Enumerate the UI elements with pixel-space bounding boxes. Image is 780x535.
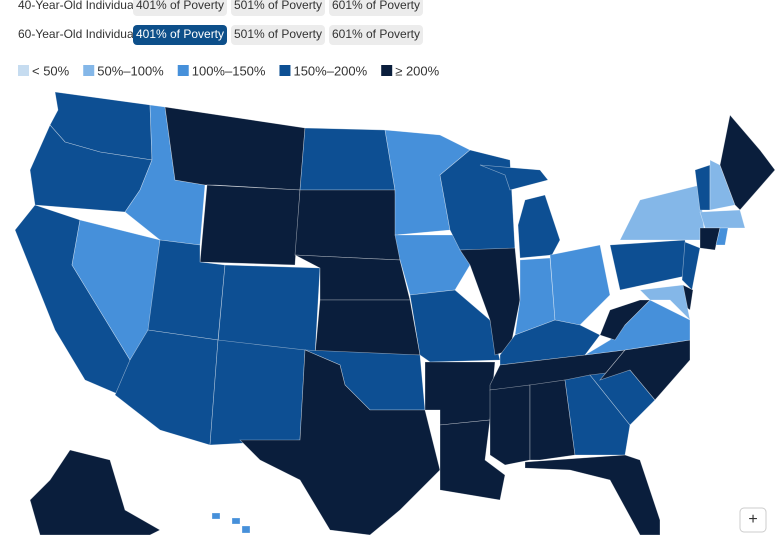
- state[interactable]: [524, 454, 661, 535]
- legend-swatch: [381, 65, 393, 76]
- legend-swatch: [177, 65, 189, 76]
- legend-swatch: [279, 65, 291, 76]
- state[interactable]: [199, 184, 301, 266]
- state[interactable]: [294, 189, 401, 261]
- option-button[interactable]: [329, 25, 423, 45]
- state[interactable]: [699, 209, 746, 229]
- option-button[interactable]: [231, 25, 325, 45]
- state[interactable]: [609, 239, 691, 291]
- state[interactable]: [699, 227, 721, 251]
- state[interactable]: [209, 339, 306, 446]
- option-label[interactable]: 401% of Poverty: [136, 0, 224, 12]
- state[interactable]: [299, 127, 396, 191]
- legend-swatch: [83, 65, 95, 76]
- legend-label: ≥ 200%: [395, 63, 439, 78]
- legend-label: 150%–200%: [293, 63, 367, 78]
- state[interactable]: [439, 419, 506, 501]
- map: [14, 91, 776, 535]
- zoom-button[interactable]: [739, 507, 767, 533]
- state[interactable]: [239, 349, 441, 535]
- state[interactable]: [314, 299, 421, 356]
- state[interactable]: [564, 374, 631, 456]
- control-label: 60-Year-Old Individual:: [18, 27, 140, 41]
- legend-label: < 50%: [32, 63, 70, 78]
- option-button[interactable]: [329, 0, 423, 16]
- option-label[interactable]: 601% of Poverty: [332, 0, 420, 12]
- state[interactable]: [164, 106, 306, 191]
- state[interactable]: [619, 184, 706, 241]
- option-button[interactable]: [133, 25, 227, 45]
- state[interactable]: [529, 379, 576, 461]
- control-label: 40-Year-Old Individual:: [18, 0, 140, 12]
- state[interactable]: [29, 449, 161, 535]
- option-label[interactable]: 501% of Poverty: [234, 27, 322, 41]
- option-label[interactable]: 501% of Poverty: [234, 0, 322, 12]
- state[interactable]: [719, 114, 776, 211]
- option-button[interactable]: [231, 0, 325, 16]
- legend-label: 50%–100%: [97, 63, 164, 78]
- option-button[interactable]: [133, 0, 227, 16]
- state[interactable]: [489, 384, 531, 466]
- option-label[interactable]: 401% of Poverty: [136, 27, 224, 41]
- state[interactable]: [549, 244, 611, 326]
- option-label[interactable]: 601% of Poverty: [332, 27, 420, 41]
- legend-swatch: [18, 65, 29, 76]
- state[interactable]: [681, 241, 701, 291]
- state[interactable]: [639, 284, 691, 321]
- legend-label: 100%–150%: [192, 63, 266, 78]
- zoom-label[interactable]: +: [748, 511, 757, 528]
- state[interactable]: [424, 361, 496, 426]
- state[interactable]: [715, 227, 729, 246]
- state[interactable]: [211, 512, 251, 534]
